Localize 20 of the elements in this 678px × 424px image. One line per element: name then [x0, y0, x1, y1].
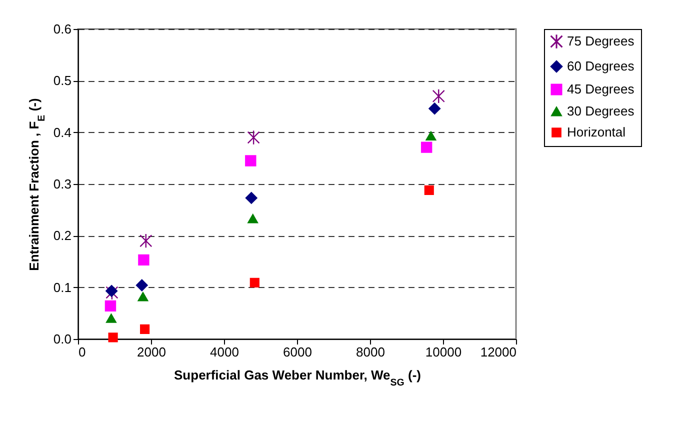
- y-tick-label: 0.6: [53, 22, 72, 36]
- legend-label: 45 Degrees: [567, 82, 635, 96]
- x-tick-label: 0: [78, 344, 86, 360]
- legend-label: 75 Degrees: [567, 34, 635, 48]
- x-tick-label: 10000: [425, 344, 462, 360]
- y-tick-label: 0.3: [53, 176, 72, 192]
- y-tick-label: 0.2: [53, 228, 72, 244]
- y-tick-label: 0.5: [53, 73, 72, 88]
- legend-label: Horizontal: [567, 124, 626, 140]
- x-tick-label: 6000: [283, 344, 312, 360]
- x-tick-label: 4000: [210, 344, 239, 360]
- x-tick-label: 2000: [137, 344, 166, 360]
- y-tick-label: 0.1: [53, 280, 72, 295]
- x-tick-label: 12000: [480, 344, 516, 360]
- y-tick-label: 0.0: [53, 332, 72, 346]
- y-tick-label: 0.4: [53, 124, 72, 140]
- legend-label: 60 Degrees: [567, 58, 635, 74]
- x-tick-label: 8000: [356, 344, 385, 360]
- x-axis-title: Superficial Gas Weber Number, We$_{SG}$ (-): [174, 368, 421, 388]
- legend-label: 30 Degrees: [567, 104, 635, 118]
